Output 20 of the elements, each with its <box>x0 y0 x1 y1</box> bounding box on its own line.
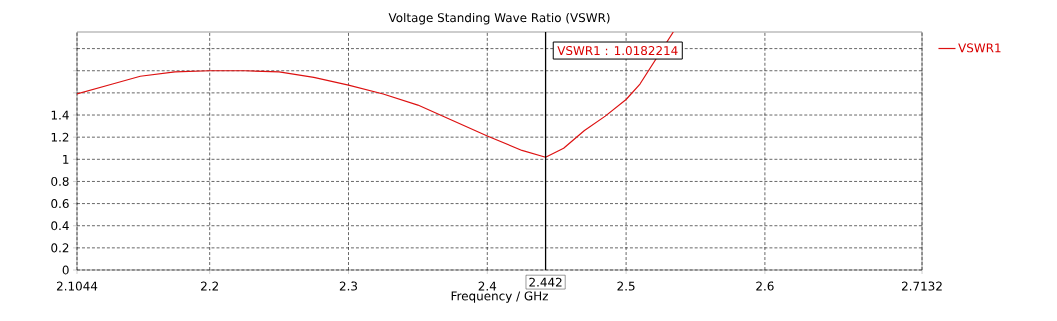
x-tick-label: 2.3 <box>339 281 358 291</box>
y-tick-label: 1 <box>63 154 69 164</box>
x-tick-label: 2.6 <box>756 281 774 291</box>
chart-title: Voltage Standing Wave Ratio (VSWR) <box>388 12 610 25</box>
y-tick-label: 1.4 <box>51 110 69 120</box>
y-tick-label: 0 <box>62 265 69 275</box>
y-tick-label: 0.4 <box>51 221 69 231</box>
x-tick-label: 2.7132 <box>901 281 942 291</box>
legend-label: VSWR1 <box>958 43 1001 53</box>
x-tick-label: 2.4 <box>478 281 497 291</box>
y-tick-label: 0.6 <box>51 199 69 209</box>
x-tick-label: 2.1044 <box>56 281 98 291</box>
y-tick-label: 0.2 <box>51 243 69 253</box>
y-tick-label: 0.8 <box>51 176 69 186</box>
x-tick-label: 2.5 <box>617 281 635 291</box>
y-tick-label: 1.2 <box>51 132 69 142</box>
x-tick-label: 2.2 <box>201 281 218 291</box>
x-axis-title: Frequency / GHz <box>451 291 548 303</box>
annotation: VSWR1 : 1.0182214 <box>557 46 678 56</box>
ref-line-label: 2.442 <box>529 277 562 287</box>
